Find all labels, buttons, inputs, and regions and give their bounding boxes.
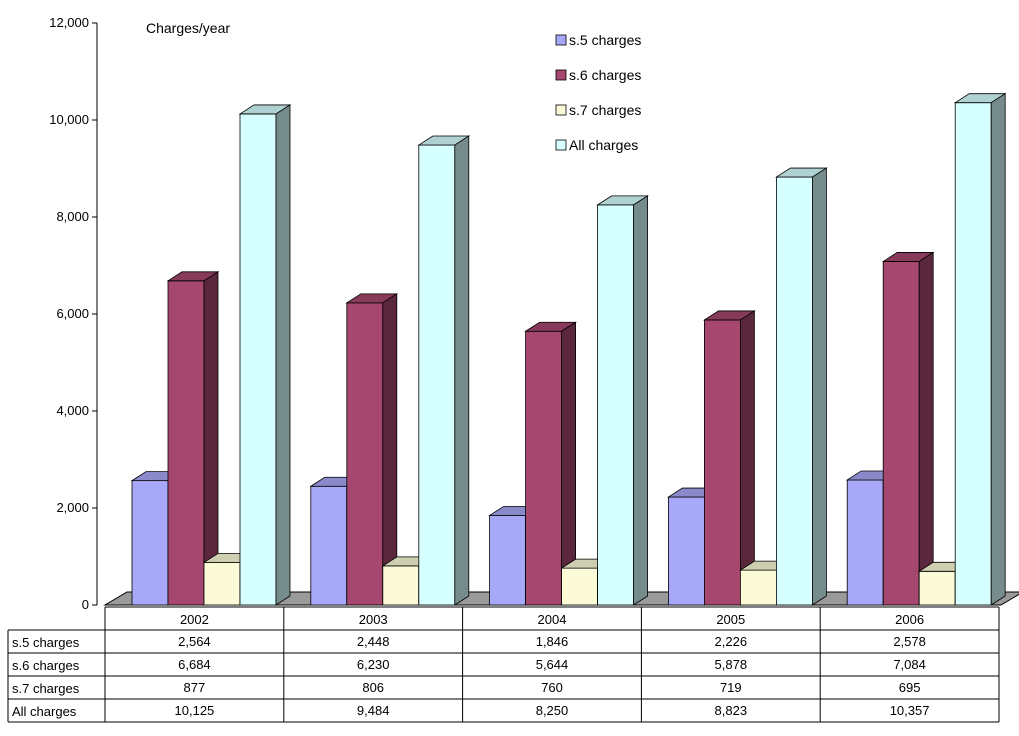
y-tick-label: 10,000 (49, 112, 89, 127)
data-label: 6,230 (357, 657, 390, 672)
bar (417, 135, 471, 606)
bar-front (310, 485, 348, 606)
bar-front (382, 565, 420, 606)
bar-side (812, 167, 827, 606)
legend: s.5 charges s.6 charges s.7 charges All cha… (555, 32, 641, 153)
bar-front (776, 176, 813, 606)
x-tick-label: 2006 (895, 612, 924, 627)
bar-front (597, 204, 634, 606)
bar (953, 92, 1007, 606)
bar-side (633, 195, 648, 606)
bar-front (668, 496, 705, 606)
data-label: 695 (899, 680, 921, 695)
y-tick-label: 8,000 (56, 209, 89, 224)
bar-front (954, 102, 992, 606)
legend-label: All charges (569, 137, 638, 153)
y-axis: 0 2,000 4,000 6,000 8,000 10,000 12,000 (49, 15, 98, 612)
legend-item: s.5 charges (555, 32, 641, 48)
bar-front (131, 480, 169, 606)
bar-front (704, 319, 741, 606)
data-label: 8,823 (715, 703, 748, 718)
legend-label: s.6 charges (569, 67, 641, 83)
legend-item: s.7 charges (555, 102, 641, 118)
bar-side (990, 92, 1006, 606)
legend-label: s.7 charges (569, 102, 641, 118)
legend-swatch (555, 69, 567, 81)
bar-side (454, 135, 470, 606)
data-label: 6,684 (178, 657, 211, 672)
legend-swatch (555, 104, 567, 116)
table-row-label: All charges (12, 704, 77, 719)
bar-front (882, 261, 920, 606)
bar-side (740, 310, 755, 606)
data-label: 8,250 (536, 703, 569, 718)
bar-front (418, 144, 456, 606)
bar-side (918, 251, 934, 606)
data-label: 2,448 (357, 634, 390, 649)
bar (881, 251, 935, 606)
legend-swatch (555, 139, 567, 151)
bar (238, 104, 292, 606)
bar (345, 293, 399, 606)
chart-title: Charges/year (146, 20, 230, 36)
bar-front (525, 330, 562, 606)
legend-label: s.5 charges (569, 32, 641, 48)
x-tick-label: 2004 (538, 612, 567, 627)
bar-front (918, 570, 956, 606)
y-tick-label: 4,000 (56, 403, 89, 418)
data-label: 7,084 (893, 657, 926, 672)
bar (166, 271, 220, 606)
bar-front (346, 302, 384, 606)
x-tick-label: 2005 (716, 612, 745, 627)
bar-front (740, 569, 777, 606)
bar-front (203, 562, 241, 606)
x-tick-label: 2003 (359, 612, 388, 627)
data-label: 2,578 (893, 634, 926, 649)
data-label: 5,644 (536, 657, 569, 672)
y-tick-label: 6,000 (56, 306, 89, 321)
bar-front (167, 280, 205, 606)
bar-front (846, 479, 884, 606)
table-row-label: s.5 charges (12, 635, 80, 650)
bar-front (489, 515, 527, 606)
data-label: 10,125 (175, 703, 215, 718)
data-label: 1,846 (536, 634, 569, 649)
data-label: 806 (362, 680, 384, 695)
x-tick-label: 2002 (180, 612, 209, 627)
data-label: 2,564 (178, 634, 211, 649)
data-label: 10,357 (890, 703, 930, 718)
y-tick-label: 0 (82, 597, 89, 612)
bar (845, 470, 899, 606)
bars (130, 92, 1007, 606)
data-label: 9,484 (357, 703, 390, 718)
bar-front (239, 113, 277, 606)
table-row-label: s.7 charges (12, 681, 80, 696)
bar (524, 321, 577, 606)
data-label: 2,226 (715, 634, 748, 649)
bar-side (275, 104, 291, 606)
data-label: 877 (184, 680, 206, 695)
legend-item: All charges (555, 137, 638, 153)
table-row-label: s.6 charges (12, 658, 80, 673)
data-label: 5,878 (715, 657, 748, 672)
data-label: 719 (720, 680, 742, 695)
bar (703, 310, 756, 606)
bar (775, 167, 828, 606)
legend-swatch (555, 34, 567, 46)
data-table: 2002 2003 2004 2005 2006 s.5 charges 2,564 2,44… (7, 606, 1000, 723)
bar (596, 195, 649, 606)
data-label: 760 (541, 680, 563, 695)
bar-front (561, 567, 598, 606)
y-tick-label: 2,000 (56, 500, 89, 515)
y-tick-label: 12,000 (49, 15, 89, 30)
legend-item: s.6 charges (555, 67, 641, 83)
